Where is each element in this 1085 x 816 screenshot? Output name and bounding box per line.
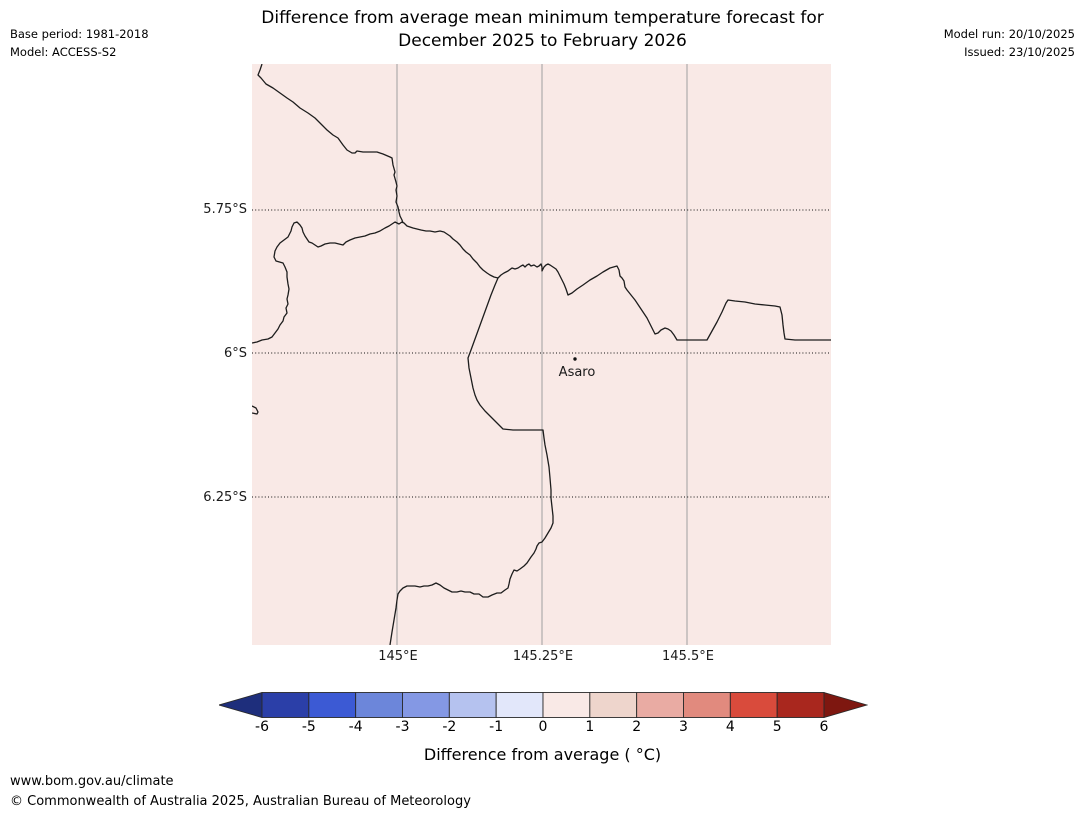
colorbar-tick: 6 xyxy=(819,719,829,735)
colorbar-segment xyxy=(542,692,591,718)
colorbar-tick: 3 xyxy=(679,719,688,735)
header-run-info: Model run: 20/10/2025 Issued: 23/10/2025 xyxy=(944,25,1075,61)
lon-tick-145e: 145°E xyxy=(378,649,418,664)
colorbar-tick: 4 xyxy=(725,719,735,735)
colorbar-tick: -6 xyxy=(255,719,269,735)
boundary-lines xyxy=(252,64,831,645)
colorbar-tick: -3 xyxy=(395,719,410,735)
header-model-info: Base period: 1981-2018 Model: ACCESS-S2 xyxy=(10,25,149,61)
footer-copyright: © Commonwealth of Australia 2025, Austra… xyxy=(10,794,471,809)
colorbar-left-arrow xyxy=(219,692,263,718)
lon-tick-145-5e: 145.5°E xyxy=(662,649,714,664)
lat-tick-5-75s: 5.75°S xyxy=(203,202,247,217)
colorbar xyxy=(219,692,868,718)
issued-text: Issued: 23/10/2025 xyxy=(964,45,1075,59)
footer-url: www.bom.gov.au/climate xyxy=(10,774,174,789)
colorbar-segment xyxy=(261,692,310,718)
colorbar-segment xyxy=(402,692,450,718)
colorbar-tick: -2 xyxy=(442,719,457,735)
colorbar-segment xyxy=(495,692,544,718)
colorbar-axis-label: Difference from average ( °C) xyxy=(423,745,662,764)
colorbar-segment xyxy=(355,692,403,718)
colorbar-tick: 5 xyxy=(772,719,782,735)
longitude-gridlines xyxy=(396,64,688,645)
colorbar-segment xyxy=(729,692,778,718)
colorbar-segment xyxy=(776,692,825,718)
colorbar-tick: -1 xyxy=(489,719,504,735)
colorbar-segment xyxy=(448,692,497,718)
colorbar-tick: 2 xyxy=(632,719,642,735)
border-west xyxy=(252,221,499,344)
title-line-1: Difference from average mean minimum tem… xyxy=(261,8,824,28)
lat-tick-6s: 6°S xyxy=(223,346,247,361)
colorbar-right-arrow xyxy=(823,692,868,718)
model-text: Model: ACCESS-S2 xyxy=(10,45,117,59)
colorbar-tick: 0 xyxy=(538,719,548,735)
forecast-map xyxy=(252,64,831,645)
title-line-2: December 2025 to February 2026 xyxy=(398,31,687,51)
colorbar-segment xyxy=(308,692,357,718)
model-run-text: Model run: 20/10/2025 xyxy=(943,27,1075,41)
latitude-gridlines xyxy=(252,209,831,498)
page-title: Difference from average mean minimum tem… xyxy=(0,7,1085,53)
asaro-marker-dot xyxy=(573,357,577,361)
border-south xyxy=(389,277,554,645)
colorbar-tick: -5 xyxy=(301,719,316,735)
lon-tick-145-25e: 145.25°E xyxy=(512,649,574,664)
colorbar-segment xyxy=(636,692,684,718)
lat-tick-6-25s: 6.25°S xyxy=(203,490,247,505)
asaro-place-label: Asaro xyxy=(558,365,596,380)
border-northwest xyxy=(257,64,404,224)
colorbar-tick: 1 xyxy=(585,719,595,735)
colorbar-tick-labels: -6 -5 -4 -3 -2 -1 0 1 2 3 4 5 6 xyxy=(219,719,868,737)
colorbar-tick: -4 xyxy=(348,719,363,735)
base-period-text: Base period: 1981-2018 xyxy=(10,27,149,41)
border-edge-stub xyxy=(252,405,259,415)
colorbar-segment xyxy=(589,692,638,718)
border-east xyxy=(497,263,831,341)
colorbar-segment xyxy=(683,692,731,718)
